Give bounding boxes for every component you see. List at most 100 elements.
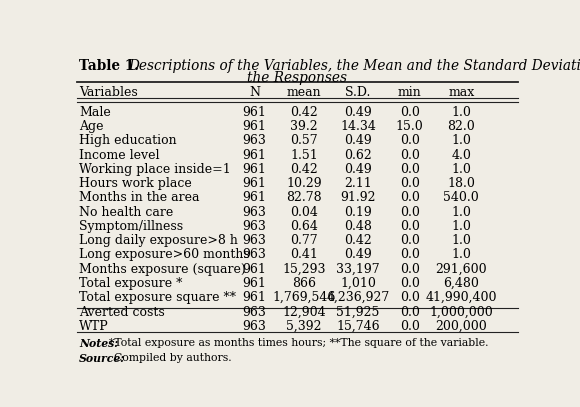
Text: 15,746: 15,746 — [336, 320, 380, 333]
Text: 14.34: 14.34 — [340, 120, 376, 133]
Text: 540.0: 540.0 — [444, 191, 479, 204]
Text: 0.0: 0.0 — [400, 220, 419, 233]
Text: 1.51: 1.51 — [290, 149, 318, 162]
Text: Total exposure square **: Total exposure square ** — [79, 291, 236, 304]
Text: Total exposure *: Total exposure * — [79, 277, 183, 290]
Text: 33,197: 33,197 — [336, 263, 380, 276]
Text: 0.0: 0.0 — [400, 163, 419, 176]
Text: 0.49: 0.49 — [344, 106, 372, 119]
Text: 5,392: 5,392 — [287, 320, 322, 333]
Text: Age: Age — [79, 120, 104, 133]
Text: 6,480: 6,480 — [443, 277, 479, 290]
Text: 1,000,000: 1,000,000 — [429, 306, 493, 319]
Text: 0.48: 0.48 — [344, 220, 372, 233]
Text: 963: 963 — [242, 134, 266, 147]
Text: 12,904: 12,904 — [282, 306, 326, 319]
Text: 1.0: 1.0 — [451, 134, 472, 147]
Text: N: N — [249, 86, 260, 99]
Text: 0.49: 0.49 — [344, 163, 372, 176]
Text: 0.0: 0.0 — [400, 248, 419, 261]
Text: 0.0: 0.0 — [400, 149, 419, 162]
Text: Working place inside=1: Working place inside=1 — [79, 163, 231, 176]
Text: 961: 961 — [242, 177, 266, 190]
Text: 0.42: 0.42 — [290, 163, 318, 176]
Text: Months exposure (square): Months exposure (square) — [79, 263, 246, 276]
Text: Averted costs: Averted costs — [79, 306, 165, 319]
Text: 4.0: 4.0 — [451, 149, 472, 162]
Text: 0.0: 0.0 — [400, 263, 419, 276]
Text: Source:: Source: — [79, 353, 125, 364]
Text: 961: 961 — [242, 291, 266, 304]
Text: 91.92: 91.92 — [340, 191, 376, 204]
Text: No health care: No health care — [79, 206, 173, 219]
Text: min: min — [398, 86, 422, 99]
Text: 1.0: 1.0 — [451, 220, 472, 233]
Text: Notes:: Notes: — [79, 338, 118, 349]
Text: 0.0: 0.0 — [400, 206, 419, 219]
Text: 1.0: 1.0 — [451, 248, 472, 261]
Text: 963: 963 — [242, 248, 266, 261]
Text: 39.2: 39.2 — [290, 120, 318, 133]
Text: 1.0: 1.0 — [451, 234, 472, 247]
Text: 961: 961 — [242, 120, 266, 133]
Text: Hours work place: Hours work place — [79, 177, 192, 190]
Text: Long exposure>60 months: Long exposure>60 months — [79, 248, 250, 261]
Text: 963: 963 — [242, 320, 266, 333]
Text: Income level: Income level — [79, 149, 160, 162]
Text: 10.29: 10.29 — [286, 177, 322, 190]
Text: 0.49: 0.49 — [344, 248, 372, 261]
Text: 0.0: 0.0 — [400, 291, 419, 304]
Text: 15.0: 15.0 — [396, 120, 423, 133]
Text: WTP: WTP — [79, 320, 109, 333]
Text: 961: 961 — [242, 263, 266, 276]
Text: 0.41: 0.41 — [290, 248, 318, 261]
Text: 0.0: 0.0 — [400, 191, 419, 204]
Text: 2.11: 2.11 — [344, 177, 372, 190]
Text: 0.0: 0.0 — [400, 277, 419, 290]
Text: Compiled by authors.: Compiled by authors. — [114, 353, 232, 363]
Text: 0.57: 0.57 — [290, 134, 318, 147]
Text: 0.42: 0.42 — [344, 234, 372, 247]
Text: Variables: Variables — [79, 86, 138, 99]
Text: 963: 963 — [242, 206, 266, 219]
Text: 0.0: 0.0 — [400, 320, 419, 333]
Text: 0.62: 0.62 — [344, 149, 372, 162]
Text: 1.0: 1.0 — [451, 206, 472, 219]
Text: 1.0: 1.0 — [451, 106, 472, 119]
Text: 961: 961 — [242, 149, 266, 162]
Text: 15,293: 15,293 — [282, 263, 326, 276]
Text: Table 1.: Table 1. — [79, 59, 139, 73]
Text: 0.77: 0.77 — [290, 234, 318, 247]
Text: 82.0: 82.0 — [447, 120, 475, 133]
Text: 0.49: 0.49 — [344, 134, 372, 147]
Text: 961: 961 — [242, 163, 266, 176]
Text: 961: 961 — [242, 277, 266, 290]
Text: 82.78: 82.78 — [286, 191, 322, 204]
Text: 41,990,400: 41,990,400 — [426, 291, 497, 304]
Text: 1,769,546: 1,769,546 — [272, 291, 336, 304]
Text: 291,600: 291,600 — [436, 263, 487, 276]
Text: 4,236,927: 4,236,927 — [327, 291, 390, 304]
Text: 0.0: 0.0 — [400, 134, 419, 147]
Text: 1,010: 1,010 — [340, 277, 376, 290]
Text: 866: 866 — [292, 277, 316, 290]
Text: the Responses: the Responses — [247, 71, 347, 85]
Text: max: max — [448, 86, 474, 99]
Text: Long daily exposure>8 h: Long daily exposure>8 h — [79, 234, 238, 247]
Text: 0.04: 0.04 — [290, 206, 318, 219]
Text: 1.0: 1.0 — [451, 163, 472, 176]
Text: High education: High education — [79, 134, 177, 147]
Text: mean: mean — [287, 86, 321, 99]
Text: 961: 961 — [242, 106, 266, 119]
Text: 0.19: 0.19 — [344, 206, 372, 219]
Text: Male: Male — [79, 106, 111, 119]
Text: 0.0: 0.0 — [400, 306, 419, 319]
Text: 0.0: 0.0 — [400, 234, 419, 247]
Text: 963: 963 — [242, 234, 266, 247]
Text: 0.42: 0.42 — [290, 106, 318, 119]
Text: 963: 963 — [242, 220, 266, 233]
Text: *Total exposure as months times hours; **The square of the variable.: *Total exposure as months times hours; *… — [110, 338, 489, 348]
Text: 18.0: 18.0 — [447, 177, 475, 190]
Text: Descriptions of the Variables, the Mean and the Standard Deviation (S.D.) of: Descriptions of the Variables, the Mean … — [128, 59, 580, 73]
Text: 961: 961 — [242, 191, 266, 204]
